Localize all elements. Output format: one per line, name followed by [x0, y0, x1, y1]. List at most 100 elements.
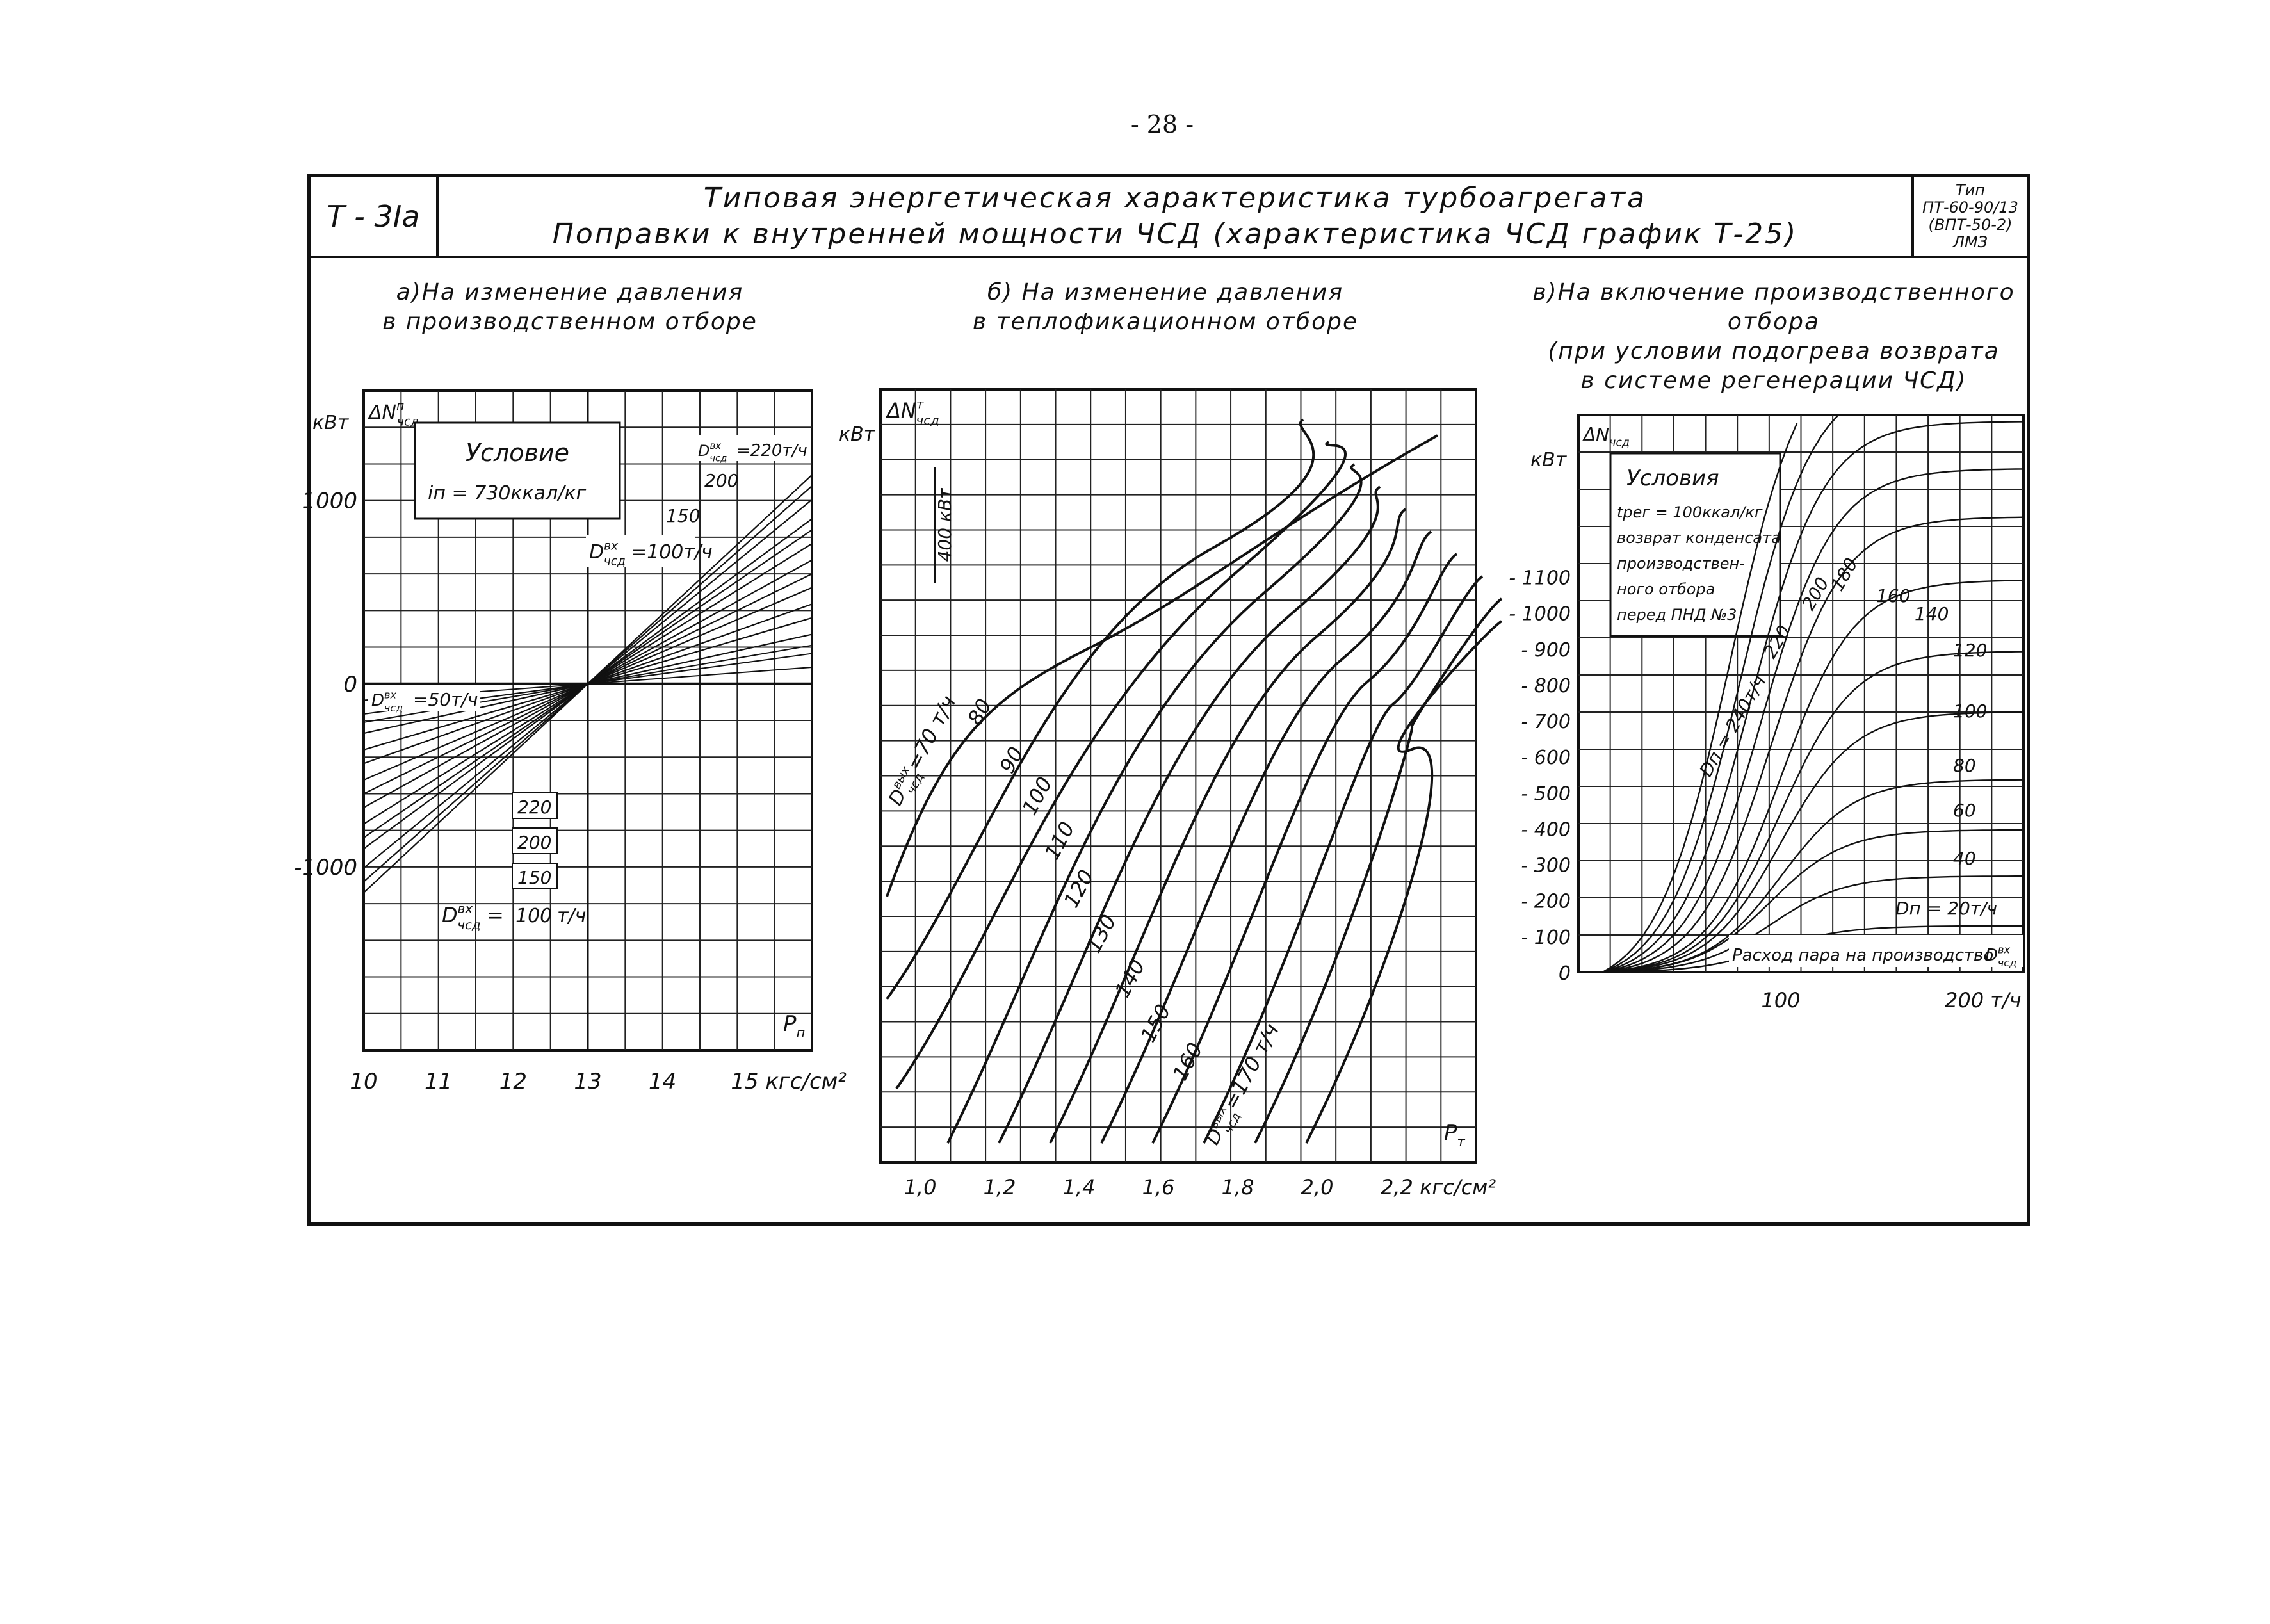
chart-c-series-160 [1602, 516, 2024, 973]
chart-c-condition-line: производствен- [1617, 555, 1745, 572]
chart-c-series-label-160: 160 [1876, 585, 1910, 606]
chart-c-series-label-40: 40 [1953, 848, 1976, 869]
chart-c-series-label-80: 80 [1953, 755, 1976, 776]
chart-a-label-bottom-eq: = [487, 903, 504, 927]
chart-a-x-tick-label: 14 [649, 1069, 676, 1094]
chart-c-y-tick-label: - 500 [1521, 783, 1571, 805]
chart-a-label-100-top: =100т/ч [631, 541, 713, 564]
chart-b-x-tick-label: 1,4 [1063, 1175, 1096, 1199]
chart-b-series-120 [1049, 508, 1407, 1144]
caption-c-line-4: в системе регенерации ЧСД) [1580, 368, 1967, 394]
chart-a-x-tick-label: 15 кгс/см² [731, 1069, 847, 1094]
chart-c-condition-line: tрег = 100ккал/кг [1617, 503, 1763, 521]
chart-c-series-120 [1602, 651, 2024, 973]
chart-a-label-unit-bottom: т/ч [557, 905, 586, 927]
chart-c-series-100 [1602, 711, 2024, 973]
chart-a-label-150-top: 150 [666, 505, 700, 526]
caption-b-line-2: в теплофикационном отборе [972, 309, 1359, 335]
type-line-4: ЛМЗ [1952, 233, 1988, 251]
chart-a-label-220-prefix: Dвх чсд [698, 440, 727, 464]
caption-c-line-3: (при условии подогрева возврата [1548, 338, 2000, 364]
chart-b-x-tick-label: 1,0 [904, 1175, 937, 1199]
chart-c-condition-box [1609, 452, 1781, 637]
title-line-1: Типовая энергетическая характеристика ту… [703, 182, 1647, 215]
chart-b-y-label: ΔNт чсд [885, 397, 939, 428]
caption-a-line-1: а)На изменение давления [396, 279, 744, 305]
chart-c-series-220 [1602, 415, 1838, 973]
chart-b-x-tick-label: 1,8 [1222, 1175, 1254, 1199]
chart-b-y-unit: кВт [839, 423, 876, 446]
chart-b-series-170 [1305, 620, 1503, 1144]
chart-b-series-label-140: 140 [1110, 955, 1150, 1002]
chart-b-series-130 [1100, 530, 1432, 1144]
chart-b-series-label-120: 120 [1059, 866, 1099, 912]
drawing-frame: Т - 3Iа Типовая энергетическая характери… [307, 174, 2030, 1226]
chart-b-x-tick-label: 1,6 [1142, 1175, 1175, 1199]
chart-c-x-axis-title: Расход пара на производство [1732, 946, 1993, 965]
chart-a-label-box [512, 827, 558, 854]
chart-b-series-150 [1203, 575, 1484, 1144]
page-number: - 28 - [1130, 110, 1194, 138]
chart-b-series-80 [886, 418, 1315, 1000]
chart-c-series-180 [1602, 468, 2024, 973]
chart-b-series-label-150: 150 [1136, 1000, 1176, 1046]
chart-c-y-tick-label: - 1100 [1509, 567, 1571, 590]
chart-c-y-tick-label: - 400 [1521, 818, 1571, 841]
caption-c: в)На включение производственного отбора … [1524, 278, 2023, 396]
chart-c-y-tick-label: - 1000 [1509, 603, 1571, 626]
chart-a-label-bg [586, 535, 695, 567]
chart-b-series-label-160: 160 [1168, 1039, 1208, 1085]
chart-a-label-220: =220т/ч [736, 441, 807, 460]
type-line-2: ПТ-60-90/13 [1922, 199, 2018, 216]
chart-c-series-label-200: 200 [1797, 574, 1833, 614]
type-line-1: Тип [1956, 181, 1985, 199]
caption-c-line-2: отбора [1727, 309, 1820, 335]
chart-a-y-unit: кВт [312, 412, 350, 434]
chart-a-label-bg [368, 685, 480, 711]
chart-c-series-label-180: 180 [1826, 555, 1861, 595]
title-box: Типовая энергетическая характеристика ту… [439, 177, 1911, 256]
chart-c-y-tick-label: - 900 [1521, 639, 1571, 662]
chart-a-label-150-bottom: 150 [517, 867, 551, 888]
type-line-3: (ВПТ-50-2) [1928, 216, 2013, 234]
chart-a-label-box [512, 792, 558, 819]
chart-b-series-label-70: =70 т/ч [902, 692, 961, 774]
chart-b-series-110 [998, 485, 1381, 1144]
chart-c-series-label-20: Dп = 20т/ч [1895, 898, 1997, 919]
chart-c-y-tick-label: - 200 [1521, 891, 1571, 913]
chart-a-y-tick-label: 1000 [302, 489, 357, 514]
chart-b-series-100 [946, 463, 1363, 1144]
chart-b-series-label-80: 80 [963, 695, 997, 729]
title-block: Т - 3Iа Типовая энергетическая характери… [311, 177, 2027, 258]
chart-a-y-label: ΔNп чсд [368, 400, 419, 429]
chart-b-x-tick-label: 1,2 [984, 1175, 1016, 1199]
chart-b-series-label-110: 110 [1040, 818, 1080, 864]
chart-b-series-label-90: 90 [995, 743, 1029, 777]
chart-c-y-unit: кВт [1530, 449, 1568, 471]
caption-c-line-1: в)На включение производственного [1532, 279, 2015, 305]
chart-c-series-80 [1602, 779, 2024, 973]
chart-b-series-label-group: Dвыхчсд=170 т/ч [1201, 1019, 1284, 1149]
sheet-code: Т - 3Iа [311, 177, 439, 256]
chart-c-series-200 [1602, 421, 2024, 973]
chart-a-condition-text: iп = 730ккал/кг [428, 482, 586, 505]
chart-a-x-tick-label: 10 [350, 1069, 377, 1094]
chart-b-x-tick-label: 2,2 кгс/см² [1381, 1175, 1496, 1199]
chart-b-scale-label: 400 кВт [934, 488, 955, 562]
title-line-2: Поправки к внутренней мощности ЧСД (хара… [552, 218, 1798, 250]
type-box: Тип ПТ-60-90/13 (ВПТ-50-2) ЛМЗ [1911, 177, 2027, 256]
chart-a-condition-title: Условие [466, 439, 569, 467]
chart-c-series-label-120: 120 [1953, 640, 1987, 661]
chart-c-condition-line: ного отбора [1617, 580, 1715, 598]
caption-a-line-2: в производственном отборе [382, 309, 758, 335]
chart-a-x-tick-label: 13 [574, 1069, 601, 1094]
chart-c-series-label-60: 60 [1953, 800, 1976, 821]
chart-c-series-140 [1602, 580, 2024, 973]
chart-a-label-200-top: 200 [704, 470, 738, 491]
chart-c-y-tick-label: 0 [1559, 962, 1571, 985]
chart-c-series-label-140: 140 [1915, 603, 1949, 624]
chart-b-series-label-100: 100 [1017, 773, 1057, 819]
chart-a-y-tick-label: -1000 [294, 855, 357, 881]
chart-a-label-200-bottom: 200 [517, 832, 551, 853]
